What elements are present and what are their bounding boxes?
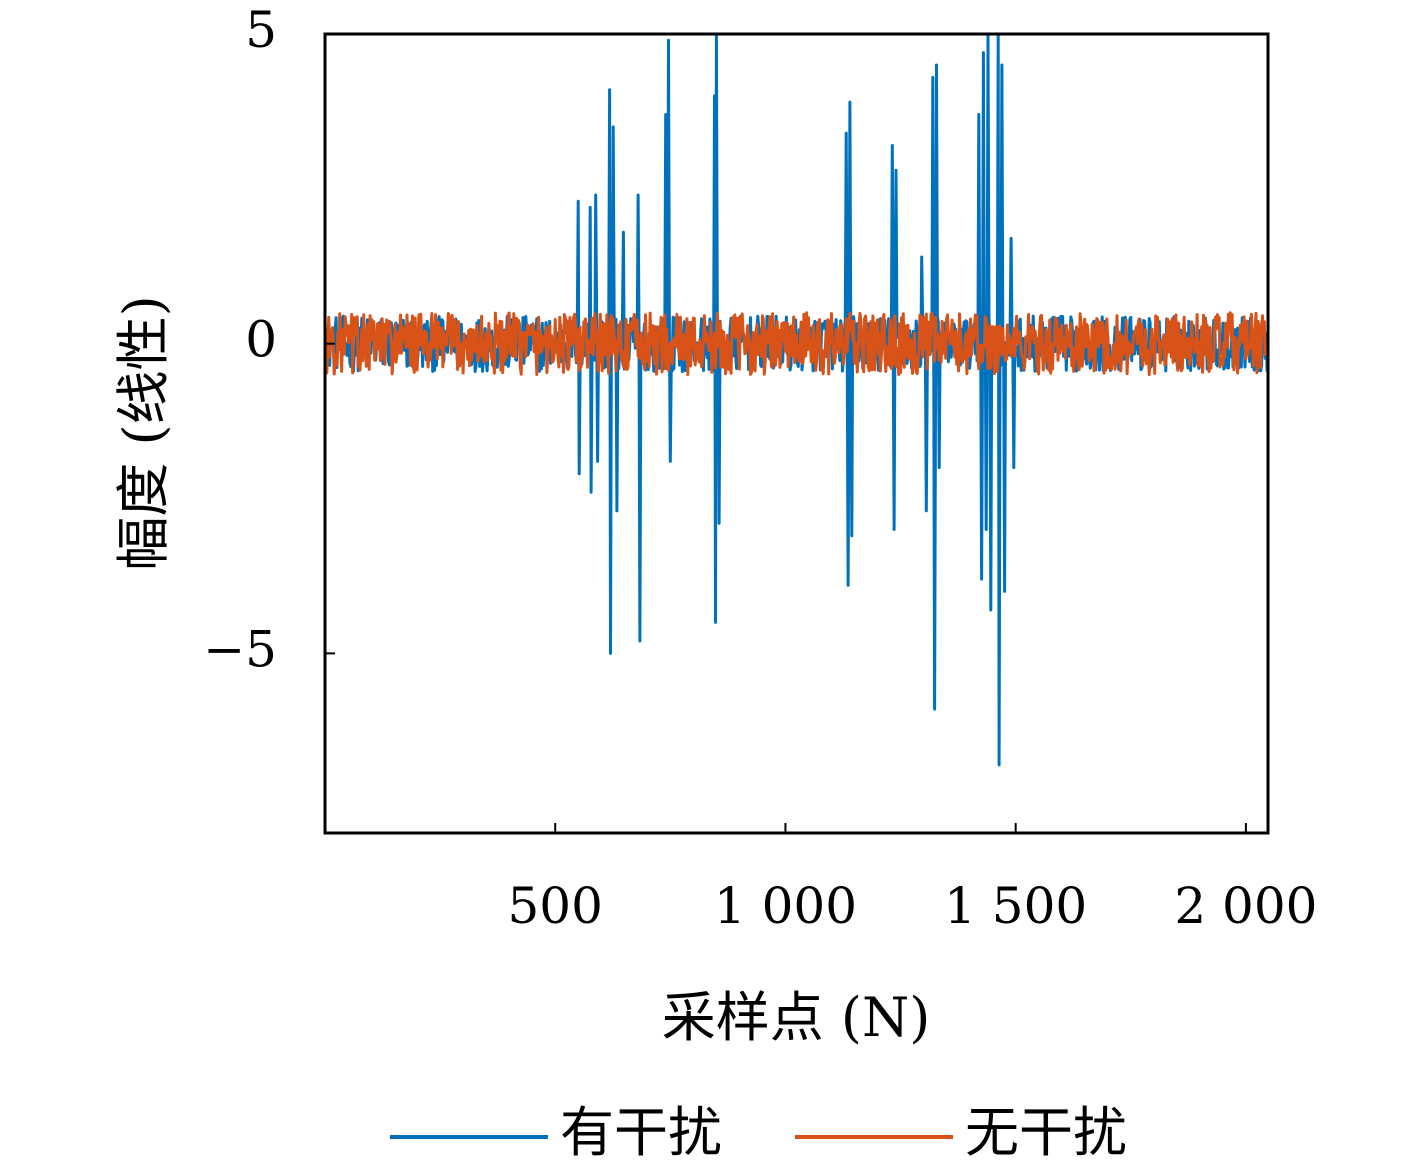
y-axis-label: 幅度 (线性) bbox=[112, 295, 175, 570]
x-tick-label: 500 bbox=[508, 877, 603, 935]
x-tick-label: 1 000 bbox=[714, 877, 857, 935]
x-axis-label: 采样点 (N) bbox=[662, 986, 931, 1049]
y-tick-label: −5 bbox=[203, 620, 277, 678]
series-line-without-interference bbox=[323, 311, 1270, 377]
x-tick-label: 2 000 bbox=[1174, 877, 1317, 935]
legend-label-without-interference: 无干扰 bbox=[965, 1101, 1127, 1164]
legend-label-with-interference: 有干扰 bbox=[560, 1101, 722, 1164]
plot-area-frame bbox=[323, 32, 1270, 835]
x-tick-label: 1 500 bbox=[944, 877, 1087, 935]
x-axis: 500 1 000 1 500 2 000 bbox=[508, 823, 1317, 935]
series-line-with-interference bbox=[324, 32, 1270, 767]
blue-series-group bbox=[324, 32, 1270, 767]
orange-series-group bbox=[323, 311, 1270, 377]
y-axis: 5 0 −5 bbox=[203, 1, 335, 678]
y-tick-label: 0 bbox=[245, 311, 277, 369]
y-tick-label: 5 bbox=[245, 1, 277, 59]
legend: 有干扰 无干扰 bbox=[390, 1101, 1127, 1164]
